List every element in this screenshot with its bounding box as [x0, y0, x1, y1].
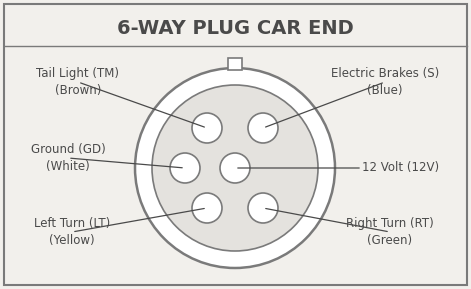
Text: Left Turn (LT)
(Yellow): Left Turn (LT) (Yellow) [34, 217, 110, 247]
Text: 6-WAY PLUG CAR END: 6-WAY PLUG CAR END [117, 18, 354, 38]
Circle shape [248, 113, 278, 143]
Circle shape [248, 193, 278, 223]
Text: Tail Light (TM)
(Brown): Tail Light (TM) (Brown) [36, 67, 120, 97]
Bar [228, 58, 242, 70]
Circle shape [152, 85, 318, 251]
Circle shape [220, 153, 250, 183]
Circle shape [170, 153, 200, 183]
Circle shape [135, 68, 335, 268]
Text: Ground (GD)
(White): Ground (GD) (White) [31, 143, 106, 173]
Text: 12 Volt (12V): 12 Volt (12V) [362, 162, 439, 175]
Text: Right Turn (RT)
(Green): Right Turn (RT) (Green) [346, 217, 434, 247]
Text: Electric Brakes (S)
(Blue): Electric Brakes (S) (Blue) [331, 67, 439, 97]
Circle shape [192, 193, 222, 223]
Circle shape [192, 113, 222, 143]
